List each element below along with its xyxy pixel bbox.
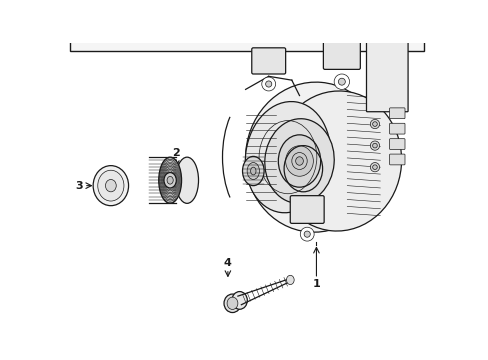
Circle shape [372,143,377,148]
Ellipse shape [242,156,264,186]
Circle shape [369,163,379,172]
FancyBboxPatch shape [323,39,360,69]
Ellipse shape [159,157,181,203]
Ellipse shape [286,275,294,284]
Circle shape [304,231,310,237]
Ellipse shape [291,153,306,170]
FancyBboxPatch shape [366,41,407,112]
Ellipse shape [98,170,123,201]
FancyBboxPatch shape [251,48,285,74]
Text: 2: 2 [172,148,180,158]
Circle shape [369,120,379,129]
Circle shape [265,81,271,87]
Ellipse shape [278,135,320,187]
Ellipse shape [250,167,256,175]
Ellipse shape [175,157,198,203]
Ellipse shape [105,180,116,192]
Text: 4: 4 [224,258,231,267]
Ellipse shape [93,166,128,206]
Ellipse shape [274,91,401,231]
Circle shape [372,122,377,126]
Circle shape [261,77,275,91]
Ellipse shape [295,157,303,165]
FancyBboxPatch shape [389,154,404,165]
Ellipse shape [246,163,259,180]
Ellipse shape [163,172,176,188]
Ellipse shape [264,119,333,203]
Circle shape [333,74,349,89]
FancyBboxPatch shape [290,195,324,223]
Circle shape [372,165,377,170]
Ellipse shape [231,292,247,309]
Ellipse shape [226,297,237,310]
Ellipse shape [285,146,313,176]
Text: 1: 1 [312,279,320,289]
Ellipse shape [167,176,173,184]
FancyBboxPatch shape [389,123,404,134]
Circle shape [338,78,345,85]
FancyBboxPatch shape [389,139,404,149]
Ellipse shape [245,82,384,232]
FancyBboxPatch shape [389,108,404,119]
Ellipse shape [224,294,241,312]
Ellipse shape [245,102,330,213]
Circle shape [369,141,379,150]
Bar [70,0,424,51]
Circle shape [300,227,313,241]
Text: 3: 3 [75,181,83,191]
